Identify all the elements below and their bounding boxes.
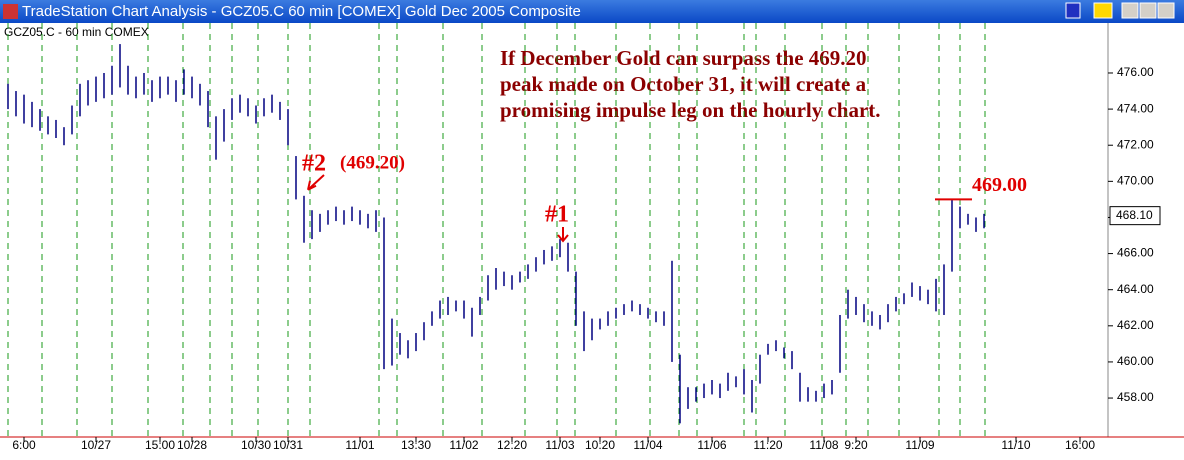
y-tick-label: 474.00 xyxy=(1117,101,1154,115)
x-tick-label: 16:00 xyxy=(1065,438,1095,452)
x-tick-label: 10/30 xyxy=(241,438,271,452)
note: If December Gold can surpass the 469.20p… xyxy=(500,46,881,122)
x-tick-label: 11/06 xyxy=(697,438,726,452)
last-price-box xyxy=(1109,206,1161,226)
x-tick-label: 11/09 xyxy=(905,438,934,452)
close-button[interactable] xyxy=(1157,2,1175,19)
symbol-label: GCZ05.C - 60 min COMEX xyxy=(4,25,149,39)
link-button[interactable] xyxy=(1093,2,1113,19)
y-tick-label: 466.00 xyxy=(1117,246,1154,260)
y-tick-label: 460.00 xyxy=(1117,354,1154,368)
y-tick-label: 458.00 xyxy=(1117,390,1154,404)
x-tick-label: 11/01 xyxy=(345,438,374,452)
marker-arrow xyxy=(557,227,569,243)
marker-arrow xyxy=(307,174,325,191)
symbol-button[interactable] xyxy=(1065,2,1081,19)
x-tick-label: 11:20 xyxy=(753,438,782,452)
x-tick-label: 10/31 xyxy=(273,438,303,452)
x-tick-label: 11/04 xyxy=(633,438,662,452)
app-icon xyxy=(3,4,18,19)
y-tick-label: 476.00 xyxy=(1117,65,1154,79)
note-line: peak made on October 31, it will create … xyxy=(500,72,867,96)
x-tick-label: 10:20 xyxy=(585,438,615,452)
y-tick-label: 470.00 xyxy=(1117,174,1154,188)
marker-label: #2 xyxy=(302,151,326,177)
note-line: promising impulse leg on the hourly char… xyxy=(500,98,881,122)
title-bar xyxy=(0,0,1184,23)
x-tick-label: 10/28 xyxy=(177,438,207,452)
x-tick-label: 6:00 xyxy=(12,438,36,452)
note-line: If December Gold can surpass the 469.20 xyxy=(500,46,867,70)
x-tick-label: 9:20 xyxy=(844,438,868,452)
x-tick-label: 11/08 xyxy=(809,438,838,452)
marker-value: (469.20) xyxy=(340,152,405,173)
marker-label: #1 xyxy=(545,202,569,228)
x-tick-label: 10/27 xyxy=(81,438,111,452)
x-tick-label: 15:00 xyxy=(145,438,175,452)
maximize-button[interactable] xyxy=(1139,2,1157,19)
minimize-button[interactable] xyxy=(1121,2,1139,19)
y-tick-label: 472.00 xyxy=(1117,137,1154,151)
y-tick-label: 462.00 xyxy=(1117,318,1154,332)
x-tick-label: 13:30 xyxy=(401,438,431,452)
y-tick-label: 464.00 xyxy=(1117,282,1154,296)
last-price-label: 468.10 xyxy=(1116,208,1153,222)
x-tick-label: 12:20 xyxy=(497,438,527,452)
x-tick-label: 11/03 xyxy=(545,438,574,452)
window-title: TradeStation Chart Analysis - GCZ05.C 60… xyxy=(22,3,581,20)
x-tick-label: 11/02 xyxy=(449,438,478,452)
x-tick-label: 11/10 xyxy=(1001,438,1030,452)
target-label: 469.00 xyxy=(972,174,1027,196)
